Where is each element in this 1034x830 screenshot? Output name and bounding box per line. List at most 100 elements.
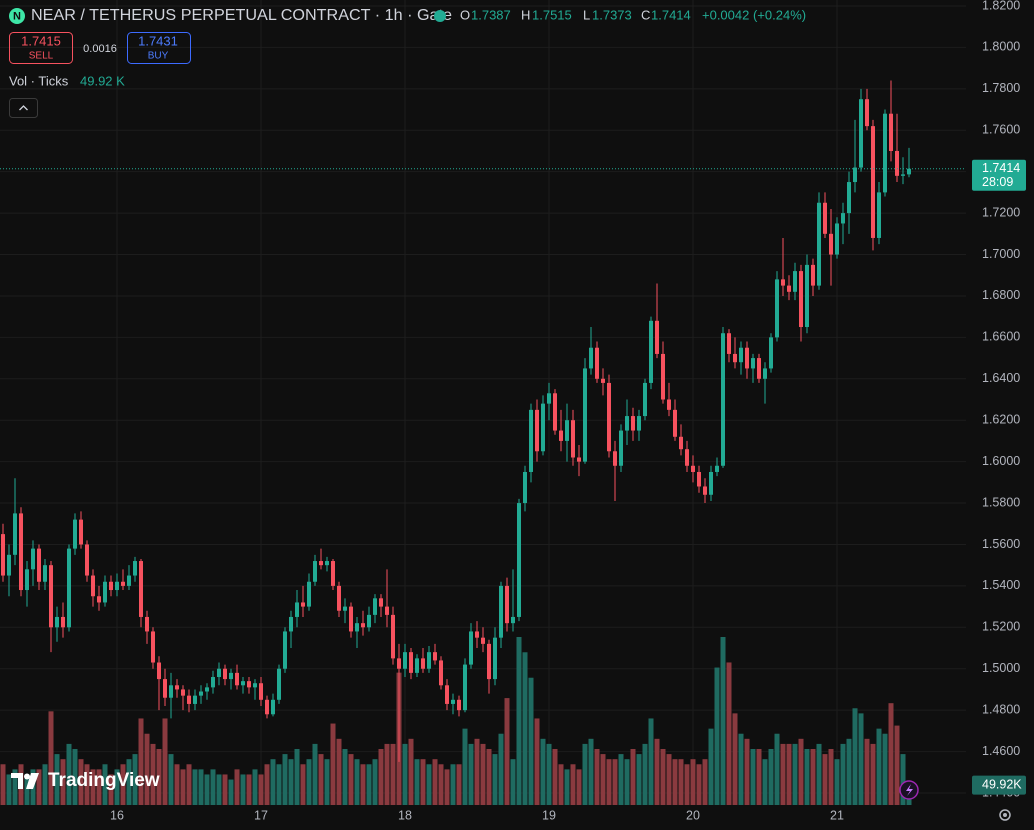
volume-bar [312, 743, 318, 805]
candle-body [769, 337, 773, 369]
volume-bar [606, 759, 612, 805]
axes: 1.44001.46001.48001.50001.52001.54001.56… [110, 0, 1026, 822]
candle-body [103, 581, 107, 603]
volume-value-label: 49.92K [982, 777, 1022, 791]
candle-body [211, 677, 215, 688]
ohlc-value: 1.7387 [471, 7, 511, 22]
candle-body [487, 643, 491, 680]
candle-body [343, 606, 347, 611]
buy-label: BUY [148, 51, 169, 62]
volume-bar [546, 743, 552, 805]
candle-body [463, 664, 467, 711]
volume-bar [792, 743, 798, 805]
candle-body [859, 99, 863, 168]
symbol-title[interactable]: NEAR / TETHERUS PERPETUAL CONTRACT · 1h … [31, 7, 452, 24]
volume-bar [156, 749, 162, 805]
volume-bar [672, 759, 678, 805]
candle-body [757, 358, 761, 379]
volume-bar [126, 759, 132, 805]
volume-bar [210, 769, 216, 805]
ohlc-label: C [641, 7, 650, 22]
candle-body [877, 192, 881, 238]
candle-body [421, 658, 425, 669]
volume-bar [708, 728, 714, 805]
volume-bar [408, 738, 414, 805]
candle-body [373, 598, 377, 615]
candle-body [367, 614, 371, 628]
volume-bar [180, 769, 186, 805]
candle-body [151, 631, 155, 663]
volume-bar [192, 769, 198, 805]
volume-bar [714, 667, 720, 805]
candle-body [37, 548, 41, 582]
candle-body [733, 353, 737, 363]
volume-bar [684, 764, 690, 805]
volume-bar [24, 774, 30, 805]
volume-bar [84, 764, 90, 805]
volume-bar [240, 774, 246, 805]
volume-bar [438, 764, 444, 805]
candle-body [799, 271, 803, 328]
candle-body [853, 167, 857, 183]
volume-bar [426, 764, 432, 805]
volume-bar [804, 749, 810, 805]
x-tick-label: 18 [398, 808, 412, 822]
volume-bar [144, 733, 150, 805]
y-tick-label: 1.7000 [982, 247, 1020, 261]
y-tick-label: 1.6600 [982, 330, 1020, 344]
candle-body [163, 679, 167, 698]
status-dot [434, 10, 446, 22]
volume-bar [498, 733, 504, 805]
candle-body [871, 126, 875, 238]
candle-body [133, 561, 137, 576]
ohlc-value: 1.7515 [532, 7, 572, 22]
volume-legend-label[interactable]: Vol · Ticks [9, 73, 69, 88]
volume-bar [270, 759, 276, 805]
volume-bar [378, 749, 384, 805]
candle-body [97, 596, 101, 603]
candle-body [271, 699, 275, 715]
collapse-button[interactable] [9, 98, 38, 118]
sell-button[interactable] [9, 32, 73, 64]
volume-bar [864, 738, 870, 805]
candle-body [139, 561, 143, 617]
candle-body [775, 279, 779, 338]
volume-bar [504, 698, 510, 805]
volume-bar [594, 749, 600, 805]
volume-bar [354, 759, 360, 805]
volume-bar [462, 728, 468, 805]
candles [0, 80, 966, 762]
volume-bar [558, 764, 564, 805]
volume-bar [456, 764, 462, 805]
volume-bar [216, 774, 222, 805]
volume-bar [600, 754, 606, 805]
y-tick-label: 1.7600 [982, 123, 1020, 137]
x-tick-label: 21 [830, 808, 844, 822]
volume-bar [228, 779, 234, 805]
volume-bar [888, 703, 894, 805]
ohlc-label: O [460, 7, 470, 22]
candle-body [631, 416, 635, 431]
volume-bar [102, 764, 108, 805]
ohlc-change: +0.0042 (+0.24%) [702, 7, 806, 22]
candle-body [67, 548, 71, 628]
buy-button[interactable] [127, 32, 191, 64]
candle-body [637, 416, 641, 431]
settings-icon[interactable] [999, 809, 1011, 821]
volume-bar [420, 759, 426, 805]
volume-bar [768, 749, 774, 805]
candle-body [331, 561, 335, 586]
countdown-label: 28:09 [982, 175, 1013, 189]
y-tick-label: 1.6400 [982, 371, 1020, 385]
volume-bar [630, 749, 636, 805]
candle-body [475, 631, 479, 638]
volume-bar [870, 743, 876, 805]
volume-bar [894, 725, 900, 805]
volume-bar [336, 738, 342, 805]
buy-price: 1.7431 [138, 33, 178, 48]
volume-bar [168, 754, 174, 805]
volume-bar [858, 713, 864, 805]
candle-body [763, 368, 767, 379]
volume-bar [840, 743, 846, 805]
candle-body [727, 333, 731, 354]
